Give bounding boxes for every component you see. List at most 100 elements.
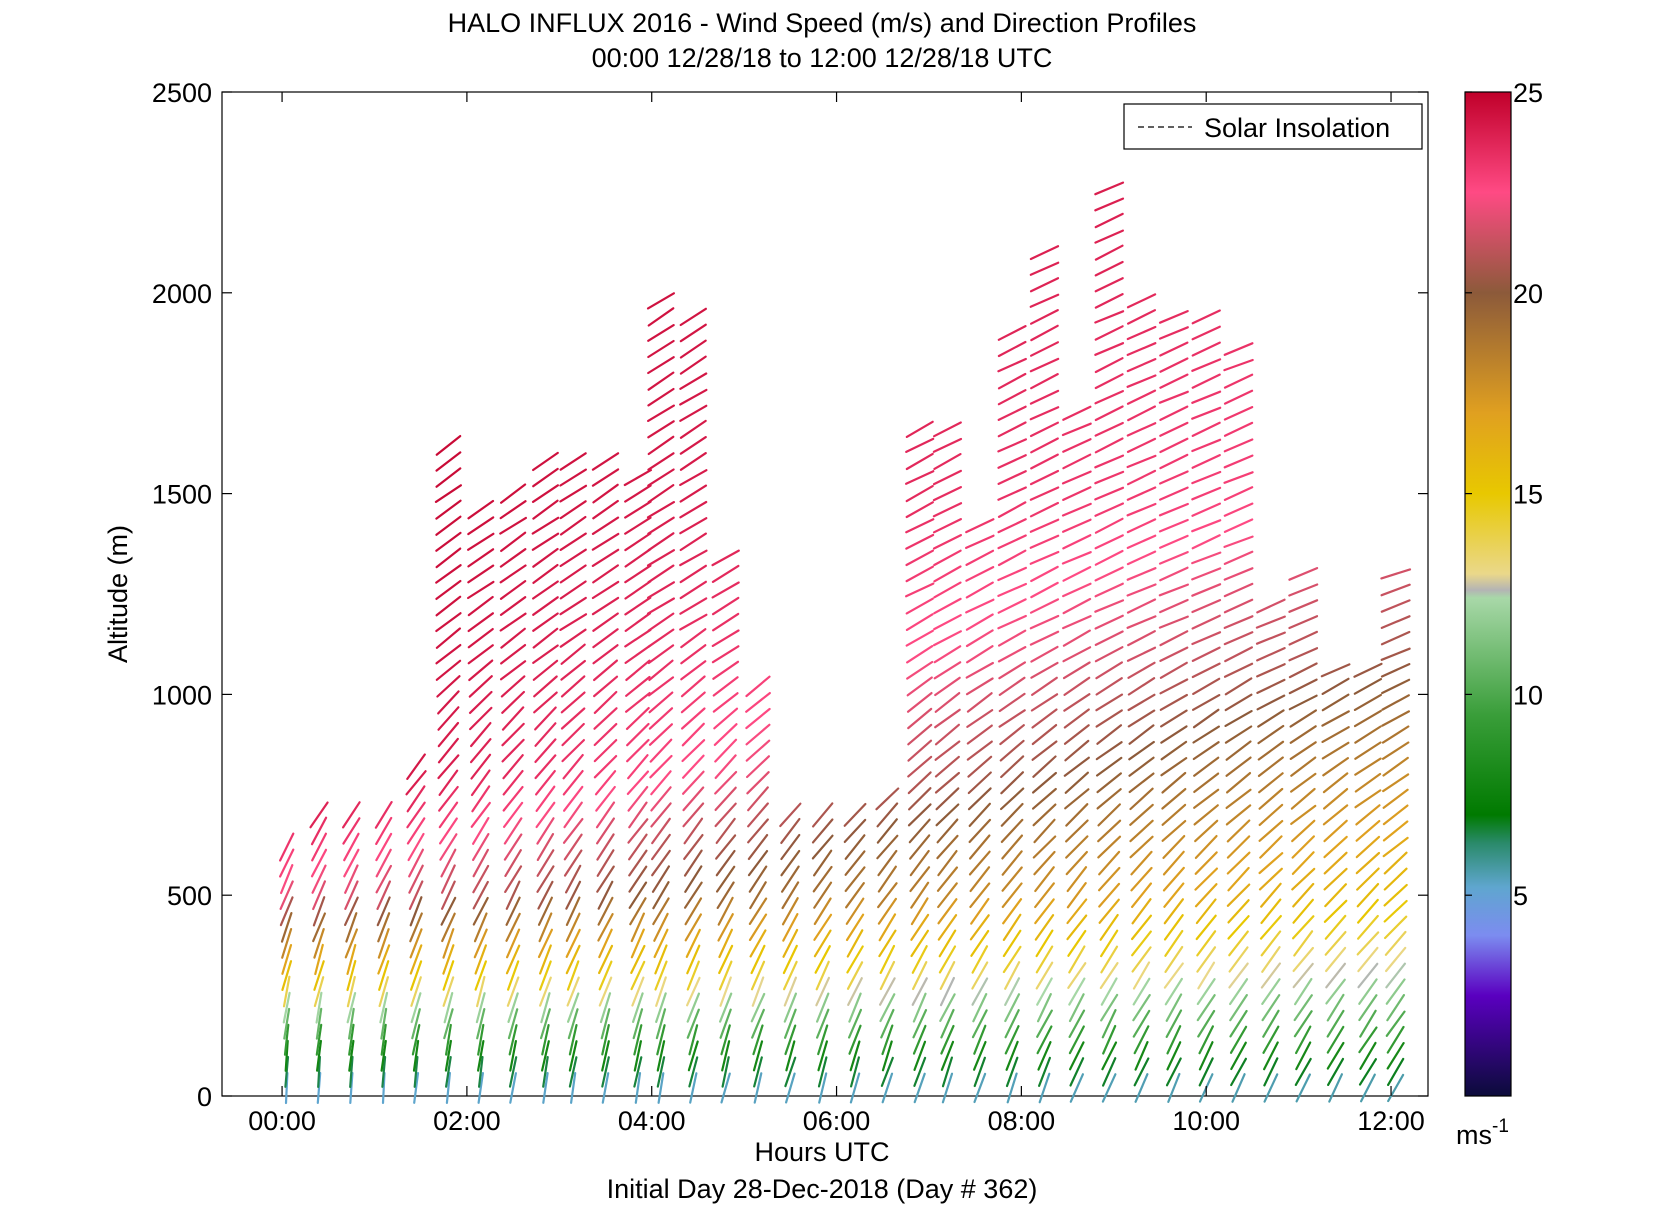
wind-barb	[1161, 771, 1187, 794]
wind-barb	[815, 1008, 830, 1039]
wind-barb	[1099, 929, 1119, 958]
wind-barb	[1030, 324, 1059, 342]
wind-barb	[932, 630, 962, 647]
wind-barb	[1193, 772, 1220, 794]
wind-barb	[1062, 405, 1092, 421]
wind-barb	[1191, 341, 1221, 357]
wind-barb	[967, 755, 993, 778]
wind-barb	[284, 1055, 290, 1088]
wind-barb	[499, 500, 527, 520]
wind-barb	[1062, 438, 1092, 453]
wind-barb	[679, 419, 707, 439]
wind-barb	[647, 612, 675, 632]
wind-barb	[679, 500, 708, 519]
wind-barb	[1128, 740, 1155, 761]
wind-barb	[436, 675, 461, 698]
wind-barb	[632, 1008, 644, 1040]
wind-barb	[846, 929, 864, 958]
wind-barb	[375, 816, 393, 846]
wind-barb	[1262, 1025, 1280, 1054]
wind-barb	[1196, 946, 1217, 973]
wind-barb	[1291, 915, 1315, 940]
wind-barb	[906, 691, 933, 713]
x-tick-label: 04:00	[618, 1106, 686, 1136]
wind-barb	[282, 991, 291, 1024]
wind-barb	[598, 976, 613, 1007]
wind-barb	[1380, 662, 1411, 678]
wind-barb	[445, 1071, 451, 1105]
wind-barb	[1291, 867, 1316, 891]
wind-barb	[1098, 882, 1121, 908]
wind-barb	[997, 534, 1027, 550]
wind-barb	[1196, 977, 1216, 1006]
wind-barb	[655, 1008, 667, 1040]
wind-barb	[1293, 930, 1314, 957]
wind-barb	[1386, 1041, 1405, 1070]
wind-barb	[1159, 405, 1189, 421]
wind-barb	[597, 896, 614, 926]
wind-barb	[1094, 229, 1125, 244]
wind-barb	[406, 753, 426, 781]
wind-barb	[845, 881, 865, 909]
wind-barb	[1038, 1072, 1051, 1104]
wind-barb	[1098, 850, 1121, 876]
wind-barb	[1191, 598, 1222, 614]
wind-barb	[443, 1008, 454, 1040]
wind-barb	[1258, 867, 1283, 891]
wind-barb	[1126, 534, 1157, 550]
wind-barb	[591, 452, 620, 471]
wind-barb	[1061, 470, 1092, 485]
wind-barb	[647, 644, 675, 665]
wind-barb	[472, 816, 490, 845]
wind-barb	[348, 1039, 355, 1072]
wind-barb	[1292, 882, 1315, 908]
wind-barb	[559, 596, 587, 616]
wind-barb	[559, 484, 588, 503]
wind-barb	[1031, 771, 1058, 794]
wind-barb	[646, 292, 676, 310]
wind-barb	[1353, 677, 1383, 695]
wind-barb	[650, 802, 672, 828]
wind-barb	[1004, 961, 1021, 990]
wind-barb	[559, 548, 587, 568]
wind-barb	[592, 644, 619, 665]
wind-barb	[592, 628, 619, 649]
wind-barb	[1354, 725, 1382, 744]
wind-barb	[1293, 994, 1313, 1022]
wind-barb	[1383, 915, 1408, 940]
wind-barb	[1383, 867, 1408, 891]
wind-barb	[592, 659, 619, 682]
wind-barb	[1030, 693, 1059, 712]
wind-barb	[784, 1072, 796, 1104]
wind-barb	[1289, 772, 1317, 793]
wind-barb	[1195, 898, 1217, 925]
wind-barb	[1101, 1008, 1117, 1039]
wind-barb	[1223, 615, 1254, 630]
wind-barb	[505, 896, 521, 926]
wind-barb	[685, 976, 701, 1007]
wind-barb	[679, 452, 707, 471]
y-tick-label: 1000	[152, 680, 212, 710]
wind-barb	[875, 787, 900, 811]
wind-barb	[711, 596, 740, 616]
wind-barb	[1032, 835, 1057, 859]
wind-barb	[1326, 1009, 1345, 1038]
wind-barb	[647, 564, 675, 584]
wind-barb	[1191, 470, 1222, 485]
wind-barb	[1262, 1041, 1279, 1071]
wind-barb	[1192, 741, 1220, 761]
wind-barb	[881, 1072, 894, 1104]
wind-barb	[1004, 1025, 1020, 1055]
wind-barb	[467, 516, 495, 536]
wind-barb	[536, 817, 555, 845]
wind-barb	[966, 708, 994, 729]
wind-barb	[965, 645, 994, 664]
wind-barb	[1355, 804, 1381, 826]
wind-barb	[1255, 631, 1286, 645]
wind-barb	[1163, 962, 1184, 989]
wind-barb	[967, 771, 992, 795]
wind-barb	[591, 596, 620, 616]
wind-barb	[997, 438, 1028, 453]
wind-barb	[1353, 662, 1383, 678]
wind-barb	[1066, 914, 1088, 941]
